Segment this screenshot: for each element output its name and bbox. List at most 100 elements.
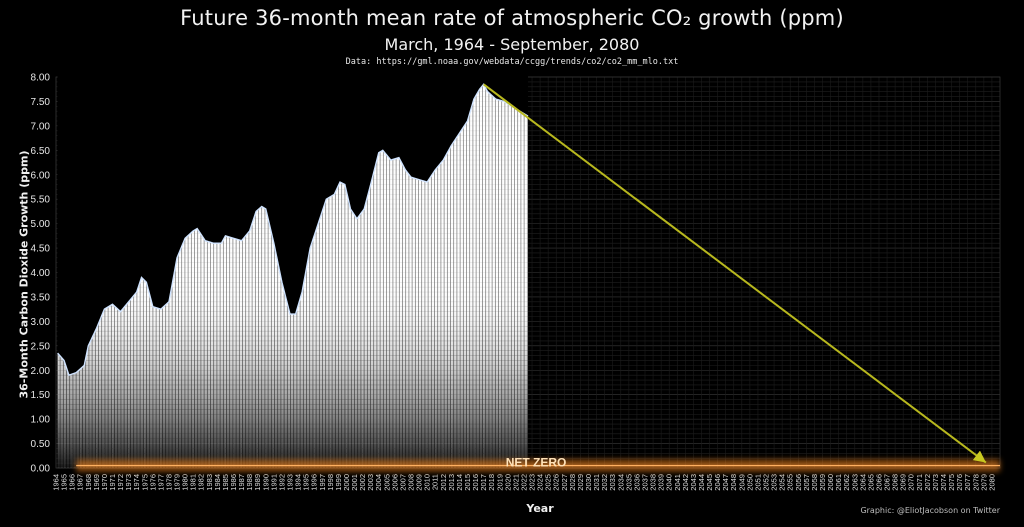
x-tick-label: 1991 [269, 474, 278, 491]
x-tick-label: 2036 [632, 474, 641, 491]
x-tick-label: 2034 [616, 474, 625, 491]
x-tick-label: 2012 [439, 474, 448, 491]
x-tick-label: 1986 [229, 474, 238, 491]
chart-title: Future 36-month mean rate of atmospheric… [180, 6, 844, 30]
x-tick-label: 1997 [318, 474, 327, 491]
y-tick-label: 6.50 [31, 146, 51, 157]
x-tick-label: 1972 [116, 474, 125, 491]
x-tick-label: 2003 [366, 474, 375, 491]
x-tick-label: 2057 [802, 474, 811, 491]
x-tick-label: 2063 [850, 474, 859, 491]
x-tick-label: 1979 [173, 474, 182, 491]
x-tick-label: 2031 [592, 474, 601, 491]
x-tick-label: 2073 [931, 474, 940, 491]
x-tick-label: 2045 [705, 474, 714, 491]
x-tick-label: 2054 [778, 474, 787, 491]
x-tick-label: 2047 [721, 474, 730, 491]
x-tick-label: 1996 [310, 474, 319, 491]
x-tick-label: 1966 [68, 474, 77, 491]
x-tick-label: 2055 [786, 474, 795, 491]
x-tick-label: 1968 [84, 474, 93, 491]
net-zero-label: NET ZERO [506, 456, 567, 470]
x-tick-label: 2048 [729, 474, 738, 491]
x-tick-label: 1983 [205, 474, 214, 491]
x-tick-label: 1998 [326, 474, 335, 491]
x-tick-label: 2022 [519, 474, 528, 491]
y-tick-label: 0.50 [31, 439, 51, 450]
area-mask-top [57, 75, 528, 376]
y-tick-label: 3.00 [31, 317, 51, 328]
y-tick-label: 1.00 [31, 415, 51, 426]
x-tick-label: 1985 [221, 474, 230, 491]
x-tick-label: 2046 [713, 474, 722, 491]
x-tick-label: 2000 [342, 474, 351, 491]
x-tick-label: 2024 [536, 474, 545, 491]
x-tick-label: 1964 [52, 474, 61, 491]
x-tick-label: 2042 [681, 474, 690, 491]
y-tick-label: 4.00 [31, 268, 51, 279]
series-line [57, 83, 529, 377]
chart-subtitle: March, 1964 - September, 2080 [384, 35, 640, 54]
x-tick-label: 2061 [834, 474, 843, 491]
y-tick-label: 8.00 [31, 73, 51, 84]
x-tick-label: 2019 [495, 474, 504, 491]
x-tick-label: 1993 [285, 474, 294, 491]
graphic-credit: Graphic: @EliotJacobson on Twitter [860, 506, 1000, 515]
x-tick-label: 2072 [923, 474, 932, 491]
y-tick-label: 3.50 [31, 292, 51, 303]
x-tick-label: 2080 [987, 474, 996, 491]
y-tick-label: 6.00 [31, 170, 51, 181]
x-tick-label: 2059 [818, 474, 827, 491]
x-tick-label: 1981 [189, 474, 198, 491]
x-tick-label: 2011 [431, 474, 440, 490]
x-tick-label: 2020 [503, 474, 512, 491]
x-tick-label: 2001 [350, 474, 359, 491]
y-tick-label: 7.00 [31, 121, 51, 132]
x-tick-label: 1978 [164, 474, 173, 491]
x-tick-label: 2026 [552, 474, 561, 491]
x-tick-label: 2018 [487, 474, 496, 491]
x-tick-label: 2050 [745, 474, 754, 491]
x-tick-label: 2076 [955, 474, 964, 491]
x-tick-label: 2056 [794, 474, 803, 491]
data-source: Data: https://gml.noaa.gov/webdata/ccgg/… [345, 57, 679, 67]
y-tick-label: 7.50 [31, 97, 51, 108]
x-tick-label: 1994 [294, 474, 303, 491]
x-tick-label: 1974 [132, 474, 141, 491]
x-tick-label: 2051 [753, 474, 762, 491]
x-tick-label: 2032 [600, 474, 609, 491]
x-tick-label: 2039 [657, 474, 666, 491]
x-tick-label: 2068 [891, 474, 900, 491]
x-tick-label: 2043 [689, 474, 698, 491]
x-tick-label: 2028 [568, 474, 577, 491]
x-axis-label: Year [526, 502, 554, 515]
y-tick-label: 5.50 [31, 195, 51, 206]
x-tick-label: 1988 [245, 474, 254, 491]
x-tick-label: 1990 [261, 474, 270, 491]
x-tick-label: 2078 [971, 474, 980, 491]
x-tick-label: 2053 [770, 474, 779, 491]
x-tick-label: 2058 [810, 474, 819, 491]
x-tick-label: 1995 [302, 474, 311, 491]
x-tick-label: 2064 [858, 474, 867, 491]
x-tick-label: 2015 [463, 474, 472, 491]
y-tick-label: 4.50 [31, 244, 51, 255]
x-tick-label: 2065 [866, 474, 875, 491]
x-tick-labels: 1964 1965 1966 1967 1968 1969 1970 1971 1972 1973… [52, 474, 997, 491]
y-tick-label: 1.50 [31, 390, 51, 401]
x-tick-label: 2023 [528, 474, 537, 491]
projection-arrow [483, 83, 987, 464]
x-tick-label: 2052 [762, 474, 771, 491]
x-tick-label: 2013 [447, 474, 456, 491]
x-tick-label: 2004 [374, 474, 383, 491]
y-tick-label: 0.00 [31, 464, 51, 475]
y-tick-label: 2.00 [31, 366, 51, 377]
x-tick-label: 2029 [576, 474, 585, 491]
x-tick-label: 2079 [979, 474, 988, 491]
x-tick-label: 2070 [907, 474, 916, 491]
x-tick-label: 2038 [649, 474, 658, 491]
x-tick-label: 1967 [76, 474, 85, 491]
x-tick-label: 2016 [471, 474, 480, 491]
